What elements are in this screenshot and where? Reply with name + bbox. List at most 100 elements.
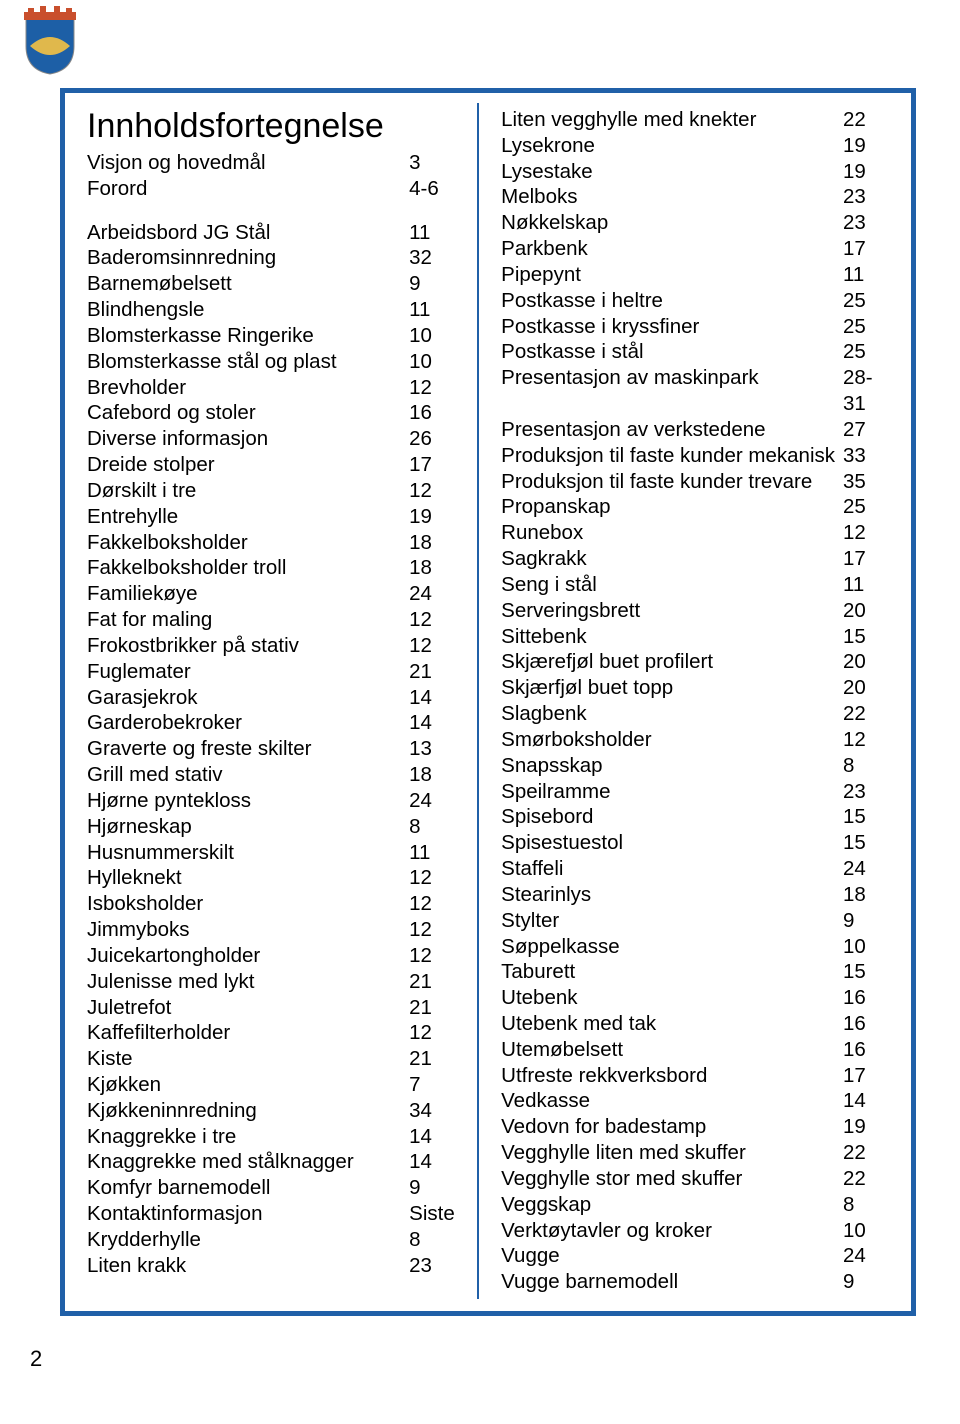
toc-entry: Komfyr barnemodell9 (87, 1175, 459, 1201)
toc-entry-label: Nøkkelskap (501, 210, 835, 236)
toc-entry: Utebenk16 (501, 985, 893, 1011)
toc-left-list: Arbeidsbord JG Stål11Baderomsinnredning3… (87, 220, 459, 1279)
toc-entry-page: 21 (401, 659, 459, 685)
toc-column-right: Liten vegghylle med knekter22Lysekrone19… (479, 103, 911, 1299)
toc-entry-label: Postkasse i kryssfiner (501, 314, 835, 340)
toc-entry-page: 19 (835, 159, 893, 185)
toc-entry-page: 12 (401, 1020, 459, 1046)
toc-entry: Barnemøbelsett9 (87, 271, 459, 297)
toc-entry-page: 11 (401, 840, 459, 866)
toc-entry-page: 25 (835, 494, 893, 520)
toc-entry-label: Dørskilt i tre (87, 478, 401, 504)
toc-entry-page: 21 (401, 1046, 459, 1072)
toc-entry-page: 24 (835, 1243, 893, 1269)
toc-entry-page: 8 (401, 814, 459, 840)
toc-entry: Produksjon til faste kunder mekanisk33 (501, 443, 893, 469)
toc-entry: Liten krakk23 (87, 1253, 459, 1279)
toc-entry-label: Baderomsinnredning (87, 245, 401, 271)
toc-entry-label: Vegghylle stor med skuffer (501, 1166, 835, 1192)
toc-entry-page: 26 (401, 426, 459, 452)
toc-entry-page: 22 (835, 1166, 893, 1192)
toc-entry-page: 20 (835, 649, 893, 675)
toc-entry: Kaffefilterholder12 (87, 1020, 459, 1046)
toc-entry-page: 18 (401, 530, 459, 556)
toc-entry: Blindhengsle11 (87, 297, 459, 323)
toc-entry-label: Fakkelboksholder (87, 530, 401, 556)
toc-entry-page: 11 (401, 220, 459, 246)
toc-entry-page: 18 (401, 762, 459, 788)
toc-entry: Slagbenk22 (501, 701, 893, 727)
toc-entry-page: 11 (835, 572, 893, 598)
toc-entry-page: 19 (401, 504, 459, 530)
toc-entry: Garderobekroker14 (87, 710, 459, 736)
toc-entry-page: 32 (401, 245, 459, 271)
toc-entry-label: Grill med stativ (87, 762, 401, 788)
toc-entry: Julenisse med lykt21 (87, 969, 459, 995)
toc-entry-label: Julenisse med lykt (87, 969, 401, 995)
toc-entry-label: Spisestuestol (501, 830, 835, 856)
toc-entry-page: 17 (401, 452, 459, 478)
toc-entry: Melboks23 (501, 184, 893, 210)
toc-entry-page: 27 (835, 417, 893, 443)
toc-entry-label: Kaffefilterholder (87, 1020, 401, 1046)
toc-entry: Cafebord og stoler16 (87, 400, 459, 426)
toc-entry-page: 11 (401, 297, 459, 323)
toc-entry-label: Lysestake (501, 159, 835, 185)
toc-entry-page: 12 (401, 375, 459, 401)
toc-column-left: Innholdsfortegnelse Visjon og hovedmål3F… (65, 103, 479, 1299)
toc-entry-page: 12 (401, 891, 459, 917)
toc-entry: Blomsterkasse stål og plast10 (87, 349, 459, 375)
toc-entry: Husnummerskilt11 (87, 840, 459, 866)
toc-entry-page: 19 (835, 1114, 893, 1140)
toc-title: Innholdsfortegnelse (87, 107, 459, 146)
toc-entry-page: 33 (835, 443, 893, 469)
toc-entry-label: Juletrefot (87, 995, 401, 1021)
toc-entry: Skjærefjøl buet profilert20 (501, 649, 893, 675)
toc-entry-label: Blomsterkasse stål og plast (87, 349, 401, 375)
toc-entry-label: Veggskap (501, 1192, 835, 1218)
toc-entry: Fakkelboksholder18 (87, 530, 459, 556)
toc-entry-label: Hylleknekt (87, 865, 401, 891)
toc-entry: Stearinlys18 (501, 882, 893, 908)
toc-entry-page: 21 (401, 995, 459, 1021)
coat-of-arms-icon (20, 6, 80, 76)
toc-entry-page: 10 (401, 323, 459, 349)
toc-entry: Spisestuestol15 (501, 830, 893, 856)
toc-entry: Propanskap25 (501, 494, 893, 520)
toc-entry-label: Diverse informasjon (87, 426, 401, 452)
toc-entry: Familiekøye24 (87, 581, 459, 607)
toc-entry-label: Verktøytavler og kroker (501, 1218, 835, 1244)
toc-entry-label: Forord (87, 176, 401, 202)
toc-entry-label: Pipepynt (501, 262, 835, 288)
toc-entry-page: 10 (401, 349, 459, 375)
toc-entry: Hylleknekt12 (87, 865, 459, 891)
toc-entry: Juicekartongholder12 (87, 943, 459, 969)
toc-entry-page: 18 (835, 882, 893, 908)
toc-entry: Frokostbrikker på stativ12 (87, 633, 459, 659)
toc-entry-label: Melboks (501, 184, 835, 210)
toc-entry-label: Vedovn for badestamp (501, 1114, 835, 1140)
toc-entry-label: Garasjekrok (87, 685, 401, 711)
toc-entry-label: Hjørneskap (87, 814, 401, 840)
toc-entry: Veggskap8 (501, 1192, 893, 1218)
toc-entry-label: Blindhengsle (87, 297, 401, 323)
toc-entry-label: Kontaktinformasjon (87, 1201, 401, 1227)
toc-entry: Blomsterkasse Ringerike10 (87, 323, 459, 349)
toc-entry-page: 24 (835, 856, 893, 882)
toc-entry-page: 16 (835, 1011, 893, 1037)
toc-entry: Kjøkken7 (87, 1072, 459, 1098)
toc-entry-page: 14 (401, 685, 459, 711)
toc-entry: Runebox12 (501, 520, 893, 546)
toc-entry-label: Vugge (501, 1243, 835, 1269)
toc-entry: Lysekrone19 (501, 133, 893, 159)
toc-entry-label: Staffeli (501, 856, 835, 882)
toc-entry-label: Skjærfjøl buet topp (501, 675, 835, 701)
toc-entry-page: 23 (835, 184, 893, 210)
toc-entry-page: 22 (835, 107, 893, 133)
toc-entry-label: Søppelkasse (501, 934, 835, 960)
toc-entry: Arbeidsbord JG Stål11 (87, 220, 459, 246)
toc-entry: Brevholder12 (87, 375, 459, 401)
toc-entry: KontaktinformasjonSiste (87, 1201, 459, 1227)
toc-entry-page: 16 (835, 1037, 893, 1063)
toc-entry-page: 12 (835, 727, 893, 753)
